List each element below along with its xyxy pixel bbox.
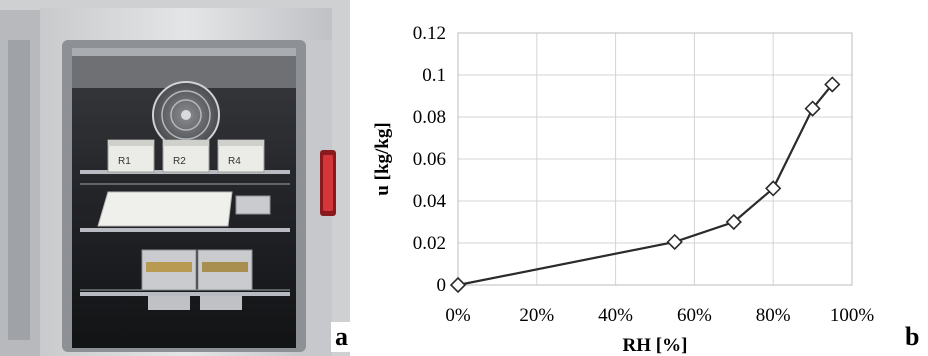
material-slab (97, 191, 233, 227)
shelf-middle (80, 228, 290, 232)
foil-tray-small (235, 195, 271, 215)
chamber-photo: R1 R2 R4 (0, 0, 350, 356)
plot-border (457, 32, 853, 286)
chart-canvas: 0 0.02 0.04 0.06 0.08 0.1 0.12 0% 20% 40% 60% 80% 10… (372, 23, 875, 356)
data-point-3 (765, 180, 782, 197)
sorption-chart: 0 0.02 0.04 0.06 0.08 0.1 0.12 0% 20% 40% 60% 80% 10… (350, 0, 928, 356)
foil-tray-left (141, 249, 197, 291)
foil-tray-right (197, 249, 253, 291)
sample-label-r2: R2 (173, 156, 186, 167)
y-axis-title: u [kg/kg] (372, 122, 393, 195)
x-tick-label-0: 0% (445, 305, 471, 326)
chart-tick-labels: 0 0.02 0.04 0.06 0.08 0.1 0.12 0% 20% 40% 60% 80% 10… (413, 23, 875, 326)
panel-label-b: b (905, 322, 920, 352)
data-point-1 (666, 233, 683, 251)
y-tick-label-6: 0.12 (413, 23, 446, 44)
sample-box-r2 (162, 139, 210, 173)
chamber-illustration: R1 R2 R4 (0, 0, 350, 356)
y-tick-label-2: 0.04 (413, 191, 447, 212)
chart-axes (457, 32, 853, 286)
data-point-2 (725, 213, 742, 231)
x-tick-label-3: 60% (677, 305, 712, 326)
data-point-4 (804, 100, 821, 117)
sample-box-r1 (107, 139, 155, 173)
x-tick-label-1: 20% (519, 305, 554, 326)
y-tick-label-0: 0 (437, 275, 447, 296)
x-tick-label-5: 100% (830, 305, 875, 326)
data-point-0 (449, 276, 467, 294)
shelf-lower (80, 292, 290, 296)
chart-grid (457, 32, 853, 286)
panel-label-a: a (331, 322, 352, 352)
x-tick-label-2: 40% (598, 305, 633, 326)
y-tick-label-1: 0.02 (413, 233, 446, 254)
x-tick-label-4: 80% (756, 305, 791, 326)
sample-label-r1: R1 (118, 156, 131, 167)
sample-box-r4 (217, 139, 265, 173)
y-tick-label-5: 0.1 (422, 65, 446, 86)
y-tick-label-3: 0.06 (413, 149, 446, 170)
x-axis-title: RH [%] (623, 335, 688, 356)
sample-label-r4: R4 (228, 156, 241, 167)
data-point-5 (824, 76, 841, 93)
y-tick-label-4: 0.08 (413, 107, 446, 128)
chart-series (449, 76, 841, 294)
